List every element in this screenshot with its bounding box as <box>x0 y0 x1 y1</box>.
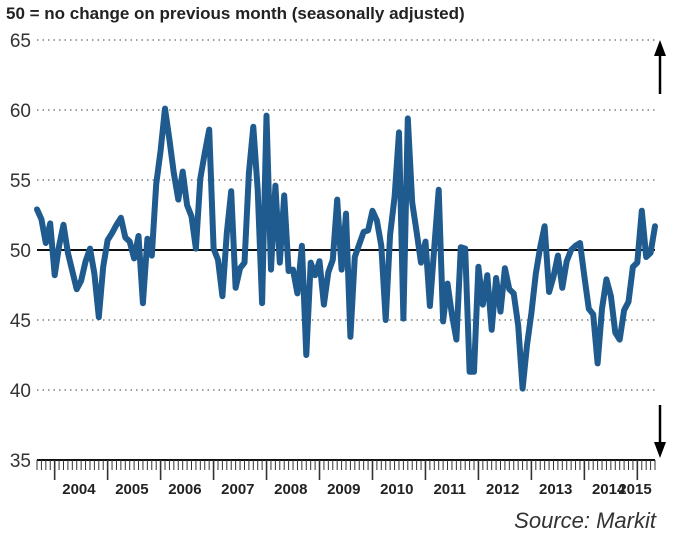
x-tick-label: 2013 <box>539 481 572 498</box>
x-tick-label: 2009 <box>327 481 360 498</box>
source-note: Source: Markit <box>514 508 656 533</box>
x-tick-label: 2004 <box>62 481 96 498</box>
series-layer <box>34 105 658 392</box>
x-tick-label: 2010 <box>380 481 413 498</box>
y-tick-label: 55 <box>10 171 31 192</box>
up-arrow-icon <box>654 40 666 94</box>
x-tick-label: 2006 <box>168 481 201 498</box>
chart-subtitle: 50 = no change on previous month (season… <box>6 4 465 23</box>
y-tick-label: 50 <box>10 241 31 262</box>
grid-lines <box>37 39 655 391</box>
y-tick-label: 45 <box>10 311 31 332</box>
x-tick-label: 2007 <box>221 481 254 498</box>
x-tick-label: 2014 <box>592 481 626 498</box>
y-axis-ticks: 35 40 45 50 55 60 65 <box>10 31 31 472</box>
y-tick-label: 60 <box>10 101 31 122</box>
series-line-0 <box>34 105 658 392</box>
y-tick-label: 35 <box>10 451 31 472</box>
direction-arrows <box>654 40 666 458</box>
x-tick-label: 2012 <box>486 481 519 498</box>
y-tick-label: 65 <box>10 31 31 52</box>
x-tick-label: 2011 <box>433 481 466 498</box>
x-tick-label: 2005 <box>115 481 148 498</box>
x-tick-label: 2015 <box>618 481 651 498</box>
x-axis: 2004 2005 2006 2007 2008 2009 2010 2011 2012 2013… <box>36 459 656 498</box>
x-tick-label: 2008 <box>274 481 307 498</box>
down-arrow-icon <box>654 405 666 458</box>
y-tick-label: 40 <box>10 381 31 402</box>
